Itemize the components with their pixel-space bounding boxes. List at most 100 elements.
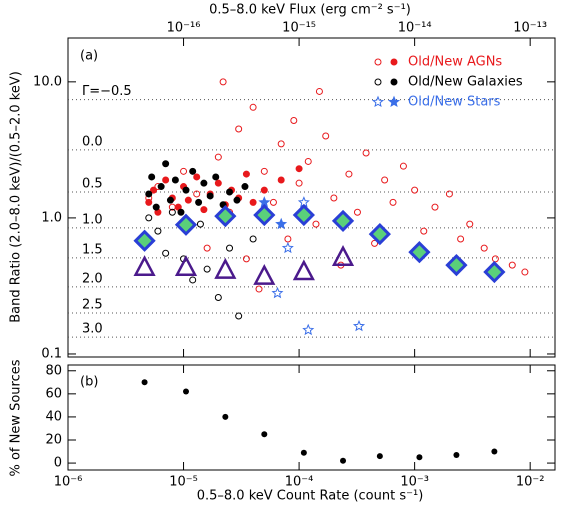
point — [177, 208, 185, 216]
point — [157, 183, 165, 191]
top-tick-label: 10⁻¹⁴ — [398, 21, 432, 36]
point — [399, 162, 407, 170]
gamma-label: 3.0 — [82, 322, 103, 337]
point — [284, 235, 292, 243]
point — [184, 196, 192, 204]
diamond-point — [408, 241, 431, 264]
point — [203, 244, 211, 252]
point — [206, 192, 214, 200]
point — [371, 239, 379, 247]
point — [222, 413, 229, 420]
gamma-label: 0.5 — [82, 177, 103, 192]
point — [304, 157, 312, 165]
point — [508, 261, 516, 269]
point — [416, 454, 423, 461]
point — [168, 208, 176, 216]
point — [330, 194, 338, 202]
x-tick-label: 10⁻⁶ — [54, 475, 83, 490]
legend-symbol — [390, 78, 398, 86]
point — [193, 190, 201, 198]
y-axis-label: Band Ratio (2.0–8.0 keV)/(0.5–2.0 keV) — [9, 71, 24, 323]
y-tick-label: 20 — [45, 433, 62, 448]
y-tick-label: 40 — [45, 409, 62, 424]
triangle-point — [331, 245, 355, 266]
point — [431, 203, 439, 211]
point — [381, 176, 389, 184]
point — [195, 198, 203, 206]
point — [200, 179, 208, 187]
star-point — [352, 319, 366, 332]
point — [171, 176, 179, 184]
bottom-y-label: % of New Sources — [9, 359, 24, 476]
point — [480, 244, 488, 252]
point — [148, 173, 156, 181]
point — [277, 176, 285, 184]
point — [233, 196, 241, 204]
point — [362, 149, 370, 157]
point — [312, 220, 320, 228]
point — [340, 457, 347, 464]
point — [249, 103, 257, 111]
x-axis-label: 0.5–8.0 keV Count Rate (count s⁻¹) — [197, 489, 424, 504]
point — [235, 125, 243, 133]
diamond-point — [174, 213, 198, 236]
x-tick-label: 10⁻⁴ — [285, 475, 314, 490]
point — [269, 198, 277, 206]
triangle-point — [133, 255, 156, 277]
top-frame — [67, 37, 556, 358]
diamond-point — [368, 223, 391, 246]
point — [162, 176, 170, 184]
point — [145, 214, 153, 222]
y-tick-label: 1.0 — [41, 210, 62, 225]
point — [300, 449, 307, 456]
point — [295, 165, 303, 173]
legend-label: Old/New Stars — [408, 95, 501, 110]
diamond-point — [483, 260, 506, 284]
point — [242, 170, 250, 178]
top-tick-label: 10⁻¹³ — [513, 21, 547, 36]
x-tick-label: 10⁻⁵ — [169, 475, 198, 490]
point — [315, 87, 323, 95]
y-tick-label: 80 — [45, 363, 62, 378]
y-tick-label: 10.0 — [33, 74, 62, 89]
point — [226, 188, 234, 196]
point — [214, 179, 222, 187]
diamond-point — [253, 203, 276, 227]
point — [166, 196, 174, 204]
point — [145, 198, 153, 206]
point — [196, 220, 204, 228]
diamond-point — [445, 253, 468, 277]
point — [219, 78, 227, 86]
point — [260, 186, 268, 194]
legend-symbol — [374, 58, 382, 66]
gamma-label: 2.0 — [82, 271, 103, 286]
legend-symbol — [374, 78, 382, 86]
point — [193, 173, 201, 181]
point — [182, 388, 189, 395]
top-tick-label: 10⁻¹⁵ — [282, 21, 316, 36]
legend-symbol — [387, 95, 401, 108]
point — [189, 276, 197, 284]
gamma-label: 2.5 — [82, 298, 103, 313]
y-tick-label: 0.1 — [41, 346, 62, 361]
point — [212, 173, 220, 181]
diamond-point — [292, 203, 315, 227]
gamma-label: 0.0 — [82, 134, 103, 149]
triangle-point — [253, 263, 276, 285]
top-axis-label: 0.5–8.0 keV Flux (erg cm⁻² s⁻¹) — [209, 3, 411, 18]
point — [411, 186, 419, 194]
star-point — [302, 323, 315, 336]
point — [226, 244, 234, 252]
gamma-label: Γ=−0.5 — [82, 84, 132, 99]
point — [453, 452, 460, 458]
point — [491, 255, 499, 263]
x-tick-label: 10⁻² — [516, 475, 545, 490]
point — [145, 190, 153, 198]
point — [466, 220, 474, 228]
legend-symbol — [371, 95, 385, 108]
point — [182, 186, 190, 194]
point — [200, 206, 208, 214]
star-point — [281, 241, 294, 254]
panel-label: (b) — [80, 375, 98, 390]
